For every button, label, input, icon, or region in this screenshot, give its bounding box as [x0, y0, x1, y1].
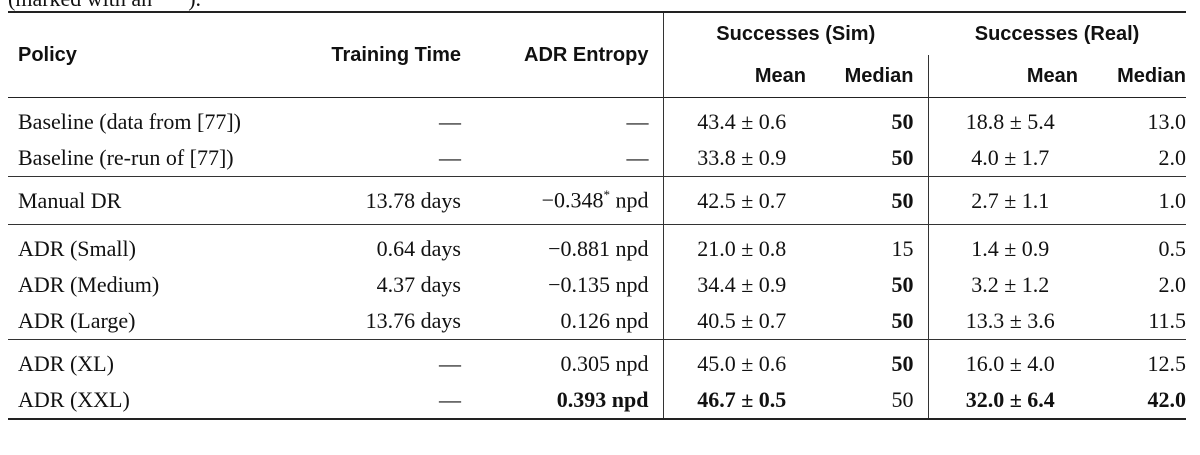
cell: 2.0 — [1158, 272, 1187, 297]
cell: 18.8 ± 5.4 — [927, 97, 1093, 140]
cell: — — [626, 109, 649, 134]
cell: 15 — [891, 236, 914, 261]
table-body: Baseline (data from [77]) — — 43.4 ± 0.6 50 1… — [8, 97, 1187, 419]
row: Baseline (data from [77]) — — 43.4 ± 0.6 50 1… — [8, 97, 1187, 140]
cell: — — [439, 351, 461, 376]
cell: 1.0 — [1158, 187, 1187, 213]
cell: 43.4 ± 0.6 — [662, 97, 820, 140]
caption: (marked with an “*”). — [8, 0, 201, 12]
cell: — — [439, 145, 461, 170]
cell: 12.5 — [1147, 351, 1187, 376]
header-cell: Successes (Real) — [974, 22, 1140, 45]
row: ADR (XL) — 0.305 npd 45.0 ± 0.6 50 16.0 ± 4.0… — [8, 339, 1187, 382]
cell: 13.3 ± 3.6 — [927, 303, 1093, 340]
row: ADR (Medium) 4.37 days −0.135 npd 34.4 ± 0.… — [8, 267, 1186, 303]
cell: 4.37 days — [376, 272, 461, 297]
cell: 0.305 npd — [560, 351, 649, 376]
cell: Manual DR — [18, 187, 122, 213]
cell: −0.348* npd — [475, 177, 663, 225]
cell: — — [439, 109, 461, 134]
cell: −0.881 npd — [548, 236, 649, 261]
cell: 4.0 ± 1.7 — [927, 140, 1093, 177]
cell: 13.0 — [1147, 109, 1187, 134]
table-header: Policy Training Time ADR Entropy Success… — [8, 12, 1187, 98]
cell: 50 — [891, 109, 914, 134]
header-cell: Training Time — [331, 43, 461, 66]
cell: 1.4 ± 0.9 — [927, 224, 1093, 267]
cell-unit: npd — [615, 187, 649, 213]
row: ADR (Large) 13.76 days 0.126 npd 40.5 ± 0.7… — [8, 303, 1186, 340]
cell: 50 — [891, 272, 914, 297]
header-cell: Median — [844, 64, 914, 87]
header-cell: Policy — [18, 43, 77, 66]
cell: 34.4 ± 0.9 — [662, 267, 820, 303]
cell: 16.0 ± 4.0 — [927, 339, 1093, 382]
cell: 21.0 ± 0.8 — [662, 224, 820, 267]
cell: 13.78 days — [365, 187, 461, 213]
cell: 13.76 days — [365, 308, 461, 333]
cell: ADR (XL) — [18, 351, 114, 376]
cell: ADR (XXL) — [18, 387, 130, 412]
cell: 42.0 — [1147, 387, 1187, 412]
results-table: Policy Training Time ADR Entropy Success… — [8, 11, 1187, 420]
header-cell: Mean — [927, 55, 1093, 98]
cell: 45.0 ± 0.6 — [662, 339, 820, 382]
cell: ADR (Medium) — [18, 272, 160, 297]
cell-text: −0.348 — [541, 187, 604, 213]
cell: — — [439, 387, 461, 412]
cell: 50 — [891, 145, 914, 170]
row: ADR (XXL) — 0.393 npd 46.7 ± 0.5 50 32.0 ± 6.… — [8, 382, 1187, 419]
cell: — — [626, 145, 649, 170]
cell: Baseline (re-run of [77]) — [18, 145, 234, 170]
cell: 50 — [891, 308, 914, 333]
row: Manual DR 13.78 days −0.348* npd 42.5 ± 0.7… — [8, 176, 1187, 225]
cell: 3.2 ± 1.2 — [927, 267, 1093, 303]
cell: 11.5 — [1148, 308, 1187, 333]
row: Baseline (re-run of [77]) — — 33.8 ± 0.9 50 4… — [8, 140, 1186, 177]
cell: Baseline (data from [77]) — [18, 109, 241, 134]
cell: ADR (Small) — [18, 236, 136, 261]
header-cell: Median — [1117, 64, 1187, 87]
cell: 0.5 — [1158, 236, 1187, 261]
cell: 40.5 ± 0.7 — [662, 303, 820, 340]
footnote-mark: * — [603, 187, 611, 203]
cell: 46.7 ± 0.5 — [662, 382, 820, 419]
cell: 2.7 ± 1.1 — [927, 176, 1093, 225]
cell: ADR (Large) — [18, 308, 136, 333]
cell: 42.5 ± 0.7 — [662, 176, 820, 225]
cell: −0.135 npd — [548, 272, 649, 297]
cell: 50 — [891, 387, 914, 412]
cell: 32.0 ± 6.4 — [927, 382, 1093, 419]
cell: 0.126 npd — [560, 308, 649, 333]
cell: 50 — [891, 351, 914, 376]
cell: 2.0 — [1158, 145, 1187, 170]
row: ADR (Small) 0.64 days −0.881 npd 21.0 ± 0.8… — [8, 224, 1187, 267]
header-cell: ADR Entropy — [524, 43, 649, 66]
cell: 0.64 days — [376, 236, 461, 261]
header-cell: Mean — [662, 55, 820, 98]
cell: 33.8 ± 0.9 — [662, 140, 820, 177]
cell: 0.393 npd — [556, 387, 649, 412]
header-cell: Successes (Sim) — [662, 12, 929, 55]
cell: 50 — [891, 187, 914, 213]
